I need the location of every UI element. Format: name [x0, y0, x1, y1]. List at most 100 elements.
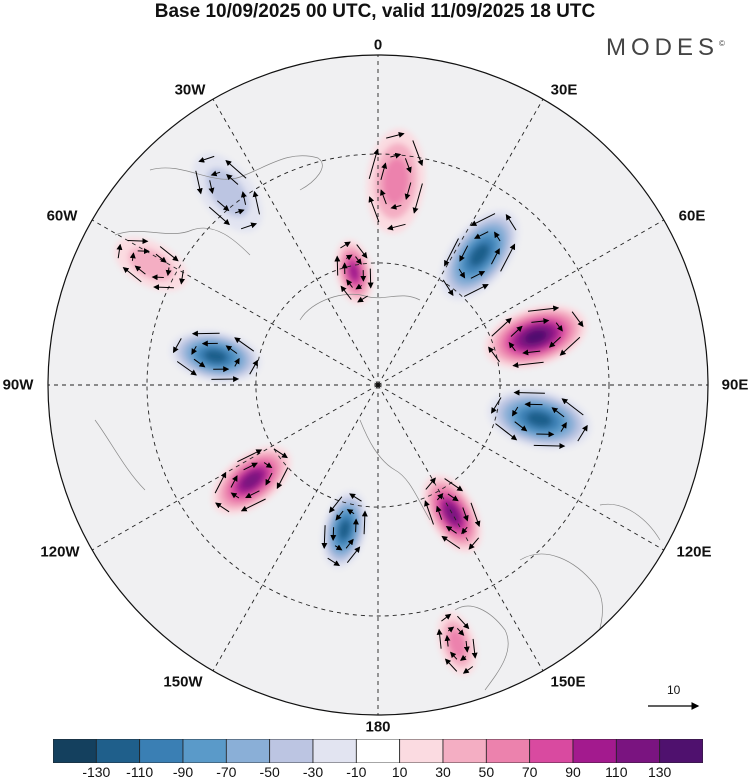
- colorbar-tick-label: -90: [172, 764, 194, 780]
- wind-arrow: [494, 231, 501, 242]
- lon-label-60e: 60E: [678, 207, 706, 225]
- wind-arrow: [513, 389, 545, 396]
- wind-arrow: [510, 325, 523, 337]
- coastline: [299, 293, 421, 321]
- wind-arrow: [335, 510, 344, 521]
- contour-level: [526, 411, 552, 427]
- wind-arrow: [551, 407, 565, 418]
- wind-arrow: [463, 284, 489, 297]
- wind-arrow: [263, 462, 273, 469]
- wind-arrow: [346, 509, 355, 515]
- wind-arrow: [134, 265, 146, 275]
- colorbar-tick-label: -50: [259, 764, 280, 780]
- wind-streamlines: [116, 131, 588, 674]
- wind-arrow: [179, 270, 186, 285]
- wind-arrow: [447, 493, 459, 502]
- wind-arrow: [404, 182, 412, 200]
- wind-arrow: [459, 245, 469, 262]
- lon-label-90w: 90W: [2, 376, 34, 394]
- lon-label-120w: 120W: [40, 543, 80, 561]
- colorbar-bin: [95, 739, 141, 763]
- wind-arrow: [346, 546, 361, 564]
- colorbar-tick-label: -10: [346, 764, 367, 780]
- wind-arrow: [151, 274, 164, 281]
- meridian-line: [91, 384, 379, 551]
- contour-level: [348, 262, 360, 282]
- wind-arrow: [193, 358, 206, 368]
- colorbar-bin: [659, 739, 703, 763]
- wind-arrow: [425, 477, 436, 490]
- brand-mark: ©: [719, 39, 725, 48]
- wind-arrow: [390, 152, 402, 159]
- wind-arrow: [470, 502, 481, 528]
- colorbar-bin: [572, 739, 617, 763]
- wind-arrow: [240, 191, 247, 205]
- colorbar-bin: [312, 739, 357, 763]
- lon-label-90e: 90E: [721, 376, 749, 394]
- wind-arrow: [214, 471, 227, 494]
- wind-arrow: [240, 498, 266, 512]
- colorbar-tick-label: 90: [565, 764, 581, 780]
- wind-arrow: [129, 252, 136, 261]
- wind-arrow: [424, 500, 434, 525]
- wind-arrow: [380, 162, 388, 181]
- wind-arrow: [555, 322, 563, 332]
- lon-label-30e: 30E: [550, 81, 578, 99]
- wind-arrow: [444, 238, 459, 267]
- wind-arrow: [463, 640, 470, 653]
- colorbar-tick-label: 130: [647, 764, 672, 780]
- wind-arrow: [548, 336, 561, 348]
- wind-arrow: [561, 398, 584, 416]
- wind-arrow: [159, 246, 179, 262]
- lon-label-0: 0: [373, 36, 383, 54]
- colorbar-bin: [53, 739, 97, 763]
- colorbar-tick-label: 70: [521, 764, 538, 780]
- anomaly-cell-neg-nnw-40w: [192, 152, 263, 233]
- colorbar-bin: [615, 739, 661, 763]
- colorbar-bin: [399, 739, 444, 763]
- colorbar-bin: [139, 739, 184, 763]
- colorbar-bin: [529, 739, 574, 763]
- lon-label-60w: 60W: [46, 207, 78, 225]
- wind-arrow: [445, 525, 457, 534]
- wind-arrow: [531, 318, 550, 325]
- colorbar-tick-label: 30: [435, 764, 451, 780]
- meridian-line: [212, 384, 379, 672]
- wind-arrow: [361, 510, 368, 535]
- wind-arrow: [522, 349, 541, 356]
- wind-arrow: [511, 406, 519, 417]
- wind-arrow: [352, 518, 359, 533]
- anomaly-cell-pos-w-65w: [114, 237, 188, 291]
- wind-arrow: [225, 345, 238, 354]
- contour-level: [128, 247, 174, 281]
- wind-arrow: [328, 496, 343, 513]
- meridian-line: [212, 98, 379, 386]
- wind-arrow: [215, 502, 230, 513]
- wind-arrow: [462, 666, 474, 674]
- wind-arrow: [116, 243, 123, 259]
- map-title: Base 10/09/2025 00 UTC, valid 11/09/2025…: [154, 1, 596, 22]
- lon-label-30w: 30W: [174, 81, 206, 99]
- wind-arrow: [560, 422, 567, 432]
- wind-arrow: [527, 305, 560, 312]
- wind-arrow: [404, 158, 412, 174]
- wind-arrow: [273, 448, 288, 459]
- wind-arrow: [340, 285, 352, 300]
- pole-marker: [375, 382, 381, 388]
- meridian-line: [377, 219, 665, 386]
- wind-arrow: [237, 449, 263, 463]
- colorbar-bin: [442, 739, 487, 763]
- colorbar-bin: [485, 739, 531, 763]
- wind-arrow: [173, 338, 182, 354]
- wind-arrow: [512, 361, 544, 369]
- wind-arrow: [441, 535, 461, 550]
- wind-arrow: [462, 507, 469, 522]
- wind-arrow: [334, 544, 343, 551]
- wind-arrow: [191, 346, 197, 355]
- wind-arrow: [368, 196, 380, 223]
- colorbar-tick-label: -70: [216, 764, 237, 780]
- wind-arrow: [500, 243, 516, 272]
- coastline: [94, 419, 146, 491]
- wind-arrow: [470, 213, 496, 226]
- wind-arrow: [245, 490, 260, 498]
